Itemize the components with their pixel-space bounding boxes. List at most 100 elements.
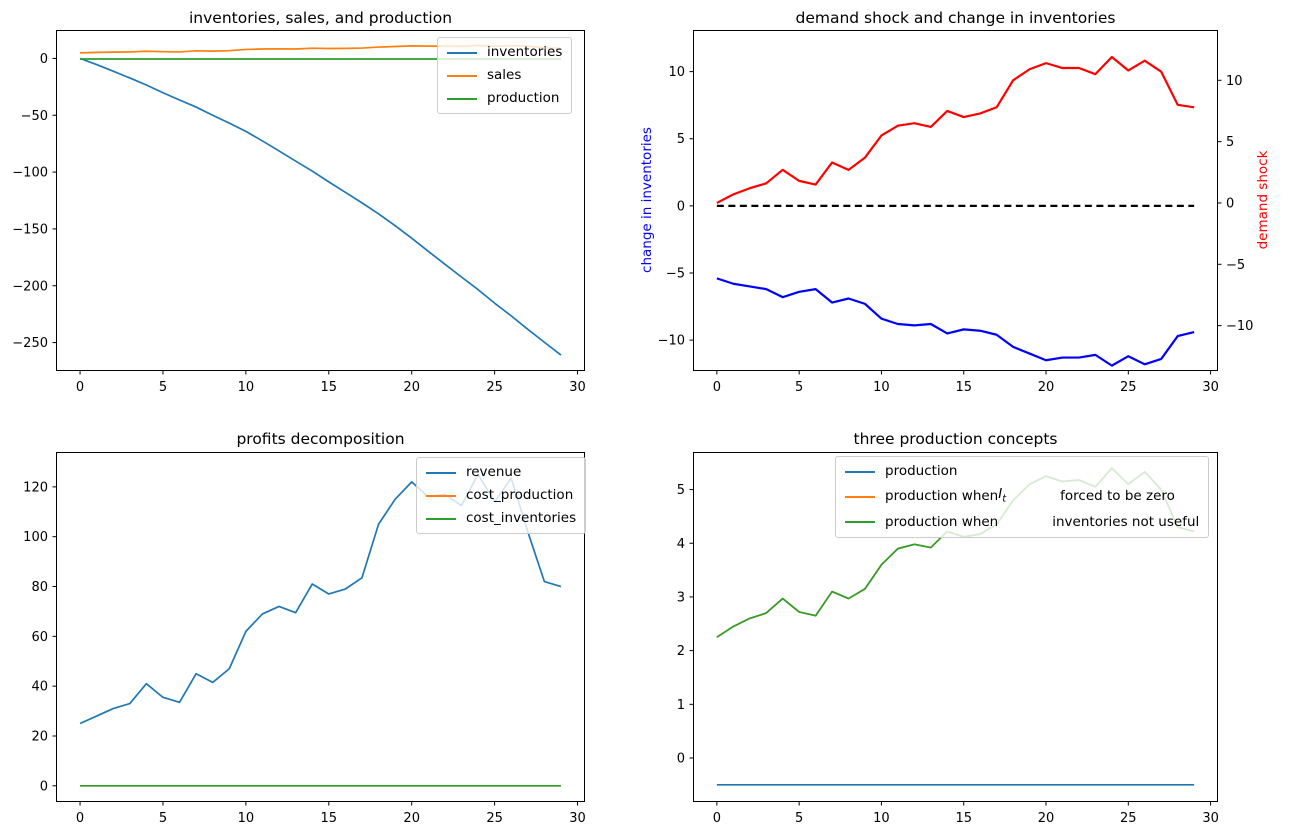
legend-label-spacer bbox=[998, 522, 1052, 523]
legend-line-sample bbox=[426, 471, 456, 474]
legend-item: cost_production bbox=[426, 487, 576, 504]
x-tick-label: 20 bbox=[403, 811, 420, 826]
y-tick-label: 0 bbox=[677, 751, 685, 766]
series-line-inventories bbox=[79, 57, 562, 356]
legend-label-text: production bbox=[487, 90, 560, 106]
x-tick-label: 25 bbox=[1120, 380, 1137, 395]
legend-line-sample bbox=[845, 470, 875, 473]
plot-area-inventories-sales-production: 0 5 10 15 20 25 30 0 −50 −100 −150 −200 −250 bbox=[12, 30, 586, 395]
x-tick-label: 25 bbox=[486, 811, 503, 826]
y-tick-label: 5 bbox=[677, 483, 685, 498]
y-tick-label: −250 bbox=[12, 336, 48, 351]
y-tick-label: −5 bbox=[666, 266, 685, 281]
x-tick-label: 30 bbox=[1202, 380, 1219, 395]
legend-item: production when inventories not useful bbox=[845, 514, 1199, 531]
x-tick-label: 0 bbox=[713, 380, 721, 395]
y-tick-label: −50 bbox=[21, 109, 48, 124]
legend-line-sample bbox=[426, 494, 456, 497]
y-tick-label: 60 bbox=[31, 630, 48, 645]
legend-three-production-concepts: production production when It forced to be… bbox=[835, 456, 1210, 538]
plot-title-demand-shock: demand shock and change in inventories bbox=[795, 9, 1116, 27]
series-line-change-in-inventories bbox=[716, 277, 1195, 367]
y-tick-label: 0 bbox=[40, 52, 48, 67]
legend-label-text: cost_production bbox=[466, 487, 574, 503]
y-tick-label: 120 bbox=[23, 480, 48, 495]
legend-item: revenue bbox=[426, 464, 576, 481]
y-tick-label: 4 bbox=[677, 537, 685, 552]
x-tick-label: 10 bbox=[873, 811, 890, 826]
legend-item: inventories bbox=[447, 44, 562, 61]
x-tick-label: 15 bbox=[955, 811, 972, 826]
x-tick-label: 15 bbox=[955, 380, 972, 395]
series-line-demand-shock bbox=[716, 55, 1195, 204]
y-tick-right-label: −10 bbox=[1226, 319, 1253, 334]
y-tick-label: 40 bbox=[31, 680, 48, 695]
legend-line-sample bbox=[845, 495, 875, 498]
legend-label-text: production bbox=[885, 463, 958, 479]
y-axis-label-demand-shock: demand shock bbox=[1255, 150, 1271, 250]
x-tick-label: 15 bbox=[321, 380, 338, 395]
plot-title-three-production-concepts: three production concepts bbox=[853, 430, 1058, 448]
y-tick-label: 0 bbox=[40, 779, 48, 794]
x-tick-label: 10 bbox=[238, 380, 255, 395]
plot-title-inventories-sales-production: inventories, sales, and production bbox=[188, 9, 453, 27]
axes-frame bbox=[693, 452, 1218, 802]
y-tick-label: 80 bbox=[31, 580, 48, 595]
y-axis-label-change-in-inventories: change in inventories bbox=[639, 127, 655, 273]
y-tick-label: 2 bbox=[677, 644, 685, 659]
x-tick-label: 25 bbox=[486, 380, 503, 395]
x-tick-label: 5 bbox=[159, 811, 167, 826]
y-tick-right-label: 5 bbox=[1226, 135, 1234, 150]
legend-label-text: production when bbox=[885, 513, 999, 530]
y-tick-label: 10 bbox=[668, 65, 685, 80]
legend-line-sample bbox=[447, 51, 477, 54]
y-tick-right-label: 0 bbox=[1226, 196, 1234, 211]
y-tick-label: −100 bbox=[12, 166, 48, 181]
legend-label-text: revenue bbox=[466, 464, 522, 480]
y-tick-label: −150 bbox=[12, 222, 48, 237]
plot-area-demand-shock-change-in-inventories: 0 5 10 15 20 25 30 10 5 0 −5 −10 10 5 0 −5 −10 bbox=[658, 30, 1253, 395]
legend-line-sample bbox=[845, 521, 875, 524]
axes-frame bbox=[56, 30, 585, 371]
y-tick-label: 5 bbox=[677, 132, 685, 147]
y-tick-right-label: −5 bbox=[1226, 258, 1245, 273]
plot-area-profits-decomposition: 0 5 10 15 20 25 30 0 20 40 60 80 100 120 bbox=[23, 452, 586, 826]
legend-line-sample bbox=[447, 97, 477, 100]
legend-label-text: forced to be zero bbox=[1060, 488, 1175, 505]
legend-item: production when It forced to be zero bbox=[845, 486, 1199, 508]
y-tick-label: 1 bbox=[677, 698, 685, 713]
legend-line-sample bbox=[447, 74, 477, 77]
x-tick-label: 10 bbox=[238, 811, 255, 826]
legend-item: production bbox=[447, 90, 562, 107]
y-tick-right-label: 10 bbox=[1226, 74, 1243, 89]
y-tick-label: 0 bbox=[677, 199, 685, 214]
legend-profits-decomposition: revenue cost_production cost_inventories bbox=[416, 457, 587, 534]
x-tick-label: 0 bbox=[713, 811, 721, 826]
legend-label-text: cost_inventories bbox=[466, 510, 577, 526]
legend-inventories-sales-production: inventories sales production bbox=[437, 37, 573, 114]
y-tick-label: 20 bbox=[31, 729, 48, 744]
x-tick-label: 30 bbox=[569, 811, 586, 826]
x-tick-label: 5 bbox=[795, 811, 803, 826]
legend-item: sales bbox=[447, 67, 562, 84]
axes-frame bbox=[693, 30, 1218, 371]
plot-title-profits-decomposition: profits decomposition bbox=[236, 430, 405, 448]
x-tick-label: 30 bbox=[1202, 811, 1219, 826]
x-tick-label: 20 bbox=[1038, 811, 1055, 826]
legend-label-text: inventories bbox=[487, 44, 563, 60]
x-tick-label: 10 bbox=[873, 380, 890, 395]
legend-label-math-variable: It bbox=[998, 486, 1007, 505]
x-tick-label: 25 bbox=[1120, 811, 1137, 826]
axes-frame bbox=[56, 452, 585, 802]
legend-item: production bbox=[845, 463, 1199, 480]
x-tick-label: 0 bbox=[76, 380, 84, 395]
legend-item: cost_inventories bbox=[426, 510, 576, 527]
legend-label-text: production when bbox=[885, 488, 999, 505]
legend-line-sample bbox=[426, 517, 456, 520]
legend-label-text: inventories not useful bbox=[1052, 513, 1200, 530]
x-tick-label: 5 bbox=[795, 380, 803, 395]
x-tick-label: 20 bbox=[403, 380, 420, 395]
legend-label-spacer bbox=[1006, 496, 1060, 497]
x-tick-label: 15 bbox=[321, 811, 338, 826]
